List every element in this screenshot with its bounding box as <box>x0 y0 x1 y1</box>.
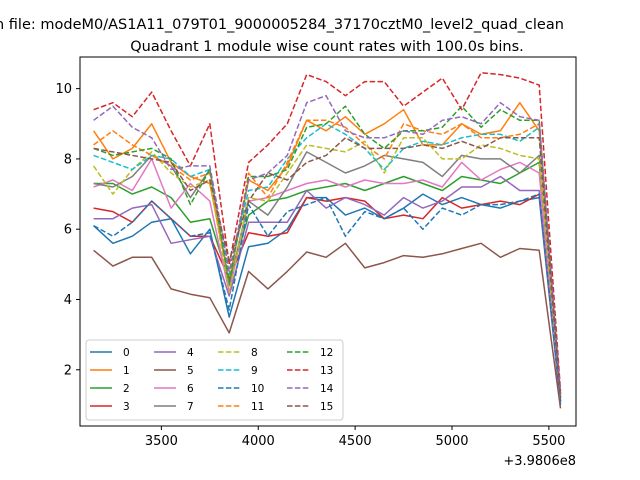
legend-label-12: 12 <box>320 347 333 359</box>
legend-label-2: 2 <box>123 383 130 395</box>
series-line-8 <box>92 137 562 395</box>
y-axis: 2 4 6 8 10 <box>55 82 80 378</box>
y-tick-label: 4 <box>64 293 72 308</box>
legend-label-3: 3 <box>123 401 130 413</box>
legend-label-7: 7 <box>187 401 194 413</box>
series-line-4 <box>93 175 562 402</box>
y-tick-label: 2 <box>64 363 72 378</box>
series-line-11 <box>93 119 562 395</box>
x-tick-label: 5500 <box>532 434 565 449</box>
series-line-12 <box>93 105 562 395</box>
chart-suptitle: n file: modeM0/AS1A11_079T01_9000005284_… <box>0 17 564 33</box>
legend-label-1: 1 <box>123 365 130 377</box>
legend-label-8: 8 <box>251 347 258 359</box>
legend-label-10: 10 <box>251 383 264 395</box>
legend-label-9: 9 <box>251 365 258 377</box>
series-line-15 <box>93 137 562 398</box>
x-tick-label: 3500 <box>145 434 178 449</box>
legend-label-6: 6 <box>187 383 194 395</box>
x-tick-label: 4000 <box>242 434 275 449</box>
series-layer <box>92 72 562 409</box>
series-line-6 <box>93 158 562 402</box>
x-tick-label: 5000 <box>435 434 468 449</box>
plot-frame <box>79 56 577 427</box>
x-axis-offset-label: +3.9806e8 <box>503 454 576 469</box>
series-line-14 <box>93 94 562 395</box>
legend-label-11: 11 <box>251 401 264 413</box>
legend-frame <box>85 339 344 421</box>
series-line-13 <box>93 72 562 391</box>
y-tick-label: 10 <box>55 82 72 97</box>
legend-label-0: 0 <box>123 347 130 359</box>
legend-label-14: 14 <box>320 383 334 395</box>
x-tick-label: 4500 <box>339 434 372 449</box>
series-line-5 <box>93 242 562 409</box>
legend-label-15: 15 <box>320 401 333 413</box>
y-tick-label: 8 <box>64 152 72 167</box>
series-line-1 <box>92 101 562 398</box>
x-axis: 3500 4000 4500 5000 5500 <box>145 426 565 449</box>
legend-label-4: 4 <box>187 347 194 359</box>
legend-label-13: 13 <box>320 365 333 377</box>
legend-label-5: 5 <box>187 365 194 377</box>
chart-title: Quadrant 1 module wise count rates with … <box>130 39 524 55</box>
series-line-10 <box>93 193 562 402</box>
y-tick-label: 6 <box>64 223 72 238</box>
